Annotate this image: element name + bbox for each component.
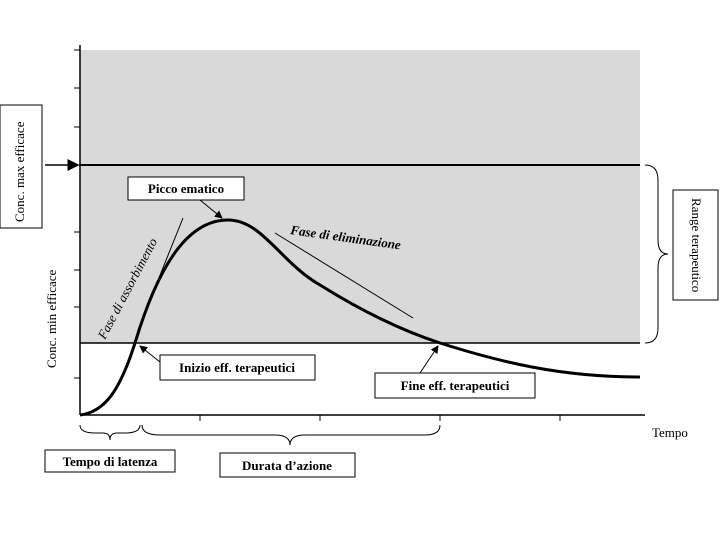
onset-box	[159, 354, 316, 381]
absorption-guide	[137, 217, 184, 331]
latency-brace	[79, 424, 141, 441]
peak-label: Picco ematico	[148, 181, 224, 196]
peak-box	[127, 176, 245, 201]
peak-arrow	[199, 199, 223, 219]
end-label: Fine eff. terapeutici	[401, 378, 510, 393]
duration-box	[219, 452, 356, 478]
x-axis-label: Tempo	[652, 425, 688, 440]
range-brace	[644, 164, 669, 344]
range-label: Range terapeutico	[689, 198, 704, 292]
max-box	[0, 104, 43, 229]
range-box	[672, 189, 719, 301]
onset-arrow	[139, 345, 161, 363]
concentration-curve	[79, 218, 641, 417]
end-arrow	[419, 345, 439, 374]
onset-label: Inizio eff. terapeutici	[179, 360, 295, 375]
x-ticks	[199, 415, 561, 421]
elimination-guide	[274, 232, 414, 319]
latency-label: Tempo di latenza	[63, 454, 158, 469]
latency-box	[44, 449, 176, 473]
y-ticks	[74, 49, 80, 379]
duration-label: Durata d’azione	[242, 458, 332, 473]
end-box	[374, 372, 536, 399]
min-label: Conc. min efficace	[44, 269, 59, 368]
max-label: Conc. max efficace	[12, 121, 27, 222]
duration-brace	[141, 424, 441, 446]
